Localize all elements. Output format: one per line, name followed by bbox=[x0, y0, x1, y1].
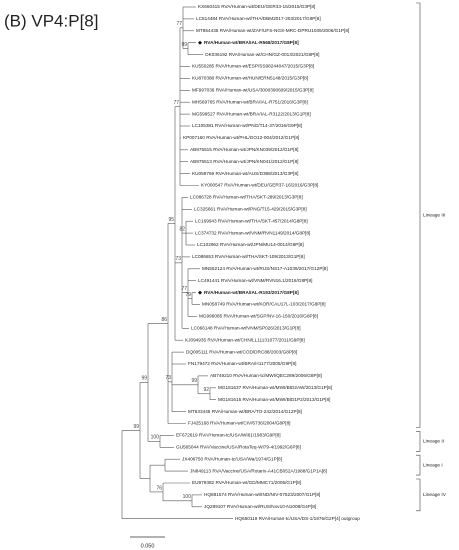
leaf-label: LC169943 RVA/Human-wt/THA/SKT-457/2014/G… bbox=[195, 218, 308, 223]
leaf-label: MN552124 RVA/Human-wt/RUS/NS17-A1039/201… bbox=[202, 266, 328, 271]
leaf-label: FN179472 RVA/Human-wt/BRA/H1177/2005/G9P… bbox=[188, 361, 296, 366]
leaf-label: JX406750 RVA/Human-tc/USA/Wa/1974/G1P[8] bbox=[182, 456, 282, 461]
bootstrap-value: 76 bbox=[156, 485, 162, 491]
leaf-label: LC066148 RVA/Human-wt/VNM/SP026/2013/G1P… bbox=[191, 326, 301, 331]
leaf-label: MG599527 RVA/Human-wt/BRA/IAL-R3122/2013… bbox=[192, 111, 311, 116]
bootstrap-value: 86 bbox=[161, 317, 167, 323]
leaf-label: LC105381 RVA/Human-wt/PNG/T14-37/2016/G9… bbox=[192, 123, 302, 128]
leaf-label: JQ289107 RVA/Human-wt/RUS/Nov10-N1008/G4… bbox=[204, 504, 316, 509]
bootstrap-value: 77 bbox=[173, 100, 179, 106]
leaf-label: MT854435 RVA/Human-wt/ZAF/UFS-NGS-MRC-DP… bbox=[196, 28, 349, 33]
bootstrap-value: 100 bbox=[183, 494, 192, 500]
leaf-label: KU550285 RVA/Human-wt/ESP/SS98244047/201… bbox=[192, 64, 314, 69]
leaf-label: KU059769 RVA/Human-wt/AUS/D388/2013/G3P[… bbox=[192, 171, 298, 176]
leaf-label: LC102962 RVA/Human-wt/JPN/MU14-0014/G8P[… bbox=[197, 242, 304, 247]
leaf-label: LC086653 RVA/Human-wt/THA/SKT-109/2013/G… bbox=[192, 254, 305, 259]
leaf-label: LC325661 RVA/Human-wt/PNG/T15-429/2015/G… bbox=[194, 207, 307, 212]
leaf-label: KU870388 RVA/Human-wt/HUN/ERN5148/2015/G… bbox=[192, 76, 308, 81]
leaf-label: LC514484 RVA/Human-wt/THA/DBM2017-203/20… bbox=[196, 16, 321, 21]
leaf-label: MG996085 RVA/Human-wt/SGP/NV-16-150/2016… bbox=[199, 314, 318, 319]
bootstrap-value: 73 bbox=[175, 256, 181, 262]
leaf-label: HQ650119 RVA/Human-tc/USA/DS-1/1976/G2P[… bbox=[235, 516, 360, 521]
lineage-bracket bbox=[416, 454, 421, 476]
bootstrap-value: 77 bbox=[181, 286, 187, 292]
leaf-label: AB975513 RVA/Human-wt/JPN/KN041/2012/G1P… bbox=[190, 159, 298, 164]
marker-diamond bbox=[198, 40, 202, 45]
marker-diamond bbox=[198, 290, 202, 295]
figure-title: (B) VP4:P[8] bbox=[4, 11, 98, 30]
lineage-label: Lineage II bbox=[423, 439, 444, 445]
lineage-bracket bbox=[416, 2, 421, 428]
bootstrap-value: 73 bbox=[165, 375, 171, 381]
leaf-label: FJ425168 RVA/Human-wt/CIV/6736/2004/G8P[… bbox=[188, 421, 291, 426]
leaf-label: MG181637 RVA/Human-wt/MWI/BID2AW/2013/G1… bbox=[218, 385, 332, 390]
leaf-label: MF997036 RVA/Human-wt/USA/3000390609/201… bbox=[192, 88, 314, 93]
bootstrap-value: 92 bbox=[203, 387, 209, 393]
leaf-label: OK036192 RVA/Human-wt/CHN/GZ-0013/2021/G… bbox=[205, 52, 319, 57]
bootstrap-value: 99 bbox=[141, 376, 147, 382]
leaf-label: EU979382 RVA/Human-wt/GD/MMC71/2005/G1P[… bbox=[192, 480, 301, 485]
lineage-label: Lineage IV bbox=[423, 492, 447, 498]
bootstrap-value: 95 bbox=[168, 217, 174, 223]
lineage-bracket bbox=[416, 478, 421, 512]
bootstrap-value: 99 bbox=[133, 424, 139, 430]
leaf-label: RVA/Human-wt/BRA/IAL-R193/2017/G8P[8] bbox=[204, 290, 299, 295]
leaf-label: MT633445 RVA/Human-wt/BRA/TO-242/2014/G1… bbox=[188, 409, 302, 414]
leaf-label: LC086728 RVA/Human-wt/THA/SKT-289/2013/G… bbox=[190, 195, 303, 200]
scale-bar-label: 0.050 bbox=[141, 543, 155, 549]
leaf-label: LC491441 RVA/Human-wt/VNM/RVN16.1/2016/G… bbox=[198, 278, 312, 283]
leaf-label: EF672619 RVA/Human-tc/USA/WI61/1983/G9P[… bbox=[176, 433, 281, 438]
leaf-label: KY000547 RVA/Human-wt/DEU/GER37-16/2016/… bbox=[201, 183, 318, 188]
leaf-label: KX660415 RVA/Human-wt/DEU/GER33-15/2015/… bbox=[198, 4, 315, 9]
leaf-label: HQ881574 RVA/Human-wt/IND/NIV-07523/2007… bbox=[204, 492, 320, 497]
bootstrap-value: 99 bbox=[181, 42, 187, 48]
leaf-label: LC374732 RVA/Human-wt/VNM/RVN1149/2014/G… bbox=[195, 230, 310, 235]
leaf-label: AB975515 RVA/Human-wt/JPN/KN039/2012/G1P… bbox=[190, 147, 298, 152]
leaf-label: MH569765 RVA/Human-wt/BRA/IAL-R751/2016/… bbox=[192, 99, 308, 104]
leaf-label: KP007160 RVA/Human-wt/PHL/GO12-004/2012/… bbox=[183, 135, 299, 140]
bootstrap-value: 99 bbox=[191, 378, 197, 384]
bootstrap-value: 77 bbox=[176, 21, 182, 27]
leaf-label: GU565044 RVA/Vaccine/USA/RotaTeq-WI79-4/… bbox=[176, 445, 301, 450]
lineage-bracket bbox=[416, 431, 421, 452]
bootstrap-value: 82 bbox=[179, 226, 185, 232]
leaf-label: DQ005111 RVA/Human-wt/COD/DRC88/2003/G8P… bbox=[186, 349, 297, 354]
lineage-label: Lineage I bbox=[423, 462, 443, 468]
leaf-label: JN849113 RVA/Vaccine/USA/Rotarix-A41CB05… bbox=[190, 468, 327, 473]
bootstrap-value: 100 bbox=[151, 435, 160, 441]
leaf-label: RVA/Human-wt/BRA/IAL-R568/2017/G8P[8] bbox=[204, 40, 299, 45]
bootstrap-value: 79 bbox=[185, 292, 191, 298]
leaf-label: KJ094935 RVA/Human-wt/CHN/LL11131077/201… bbox=[185, 337, 305, 342]
leaf-label: MG181615 RVA/Human-wt/MWI/BID1P2/2013/G1… bbox=[218, 397, 330, 402]
leaf-label: AB749210 RVA/Human-tc/MWI/QEC289/2006/G8… bbox=[210, 373, 322, 378]
lineage-label: Lineage III bbox=[423, 213, 445, 219]
leaf-label: MN058749 RVA/Human-wt/KOR/CAU17L-103/201… bbox=[202, 302, 326, 307]
